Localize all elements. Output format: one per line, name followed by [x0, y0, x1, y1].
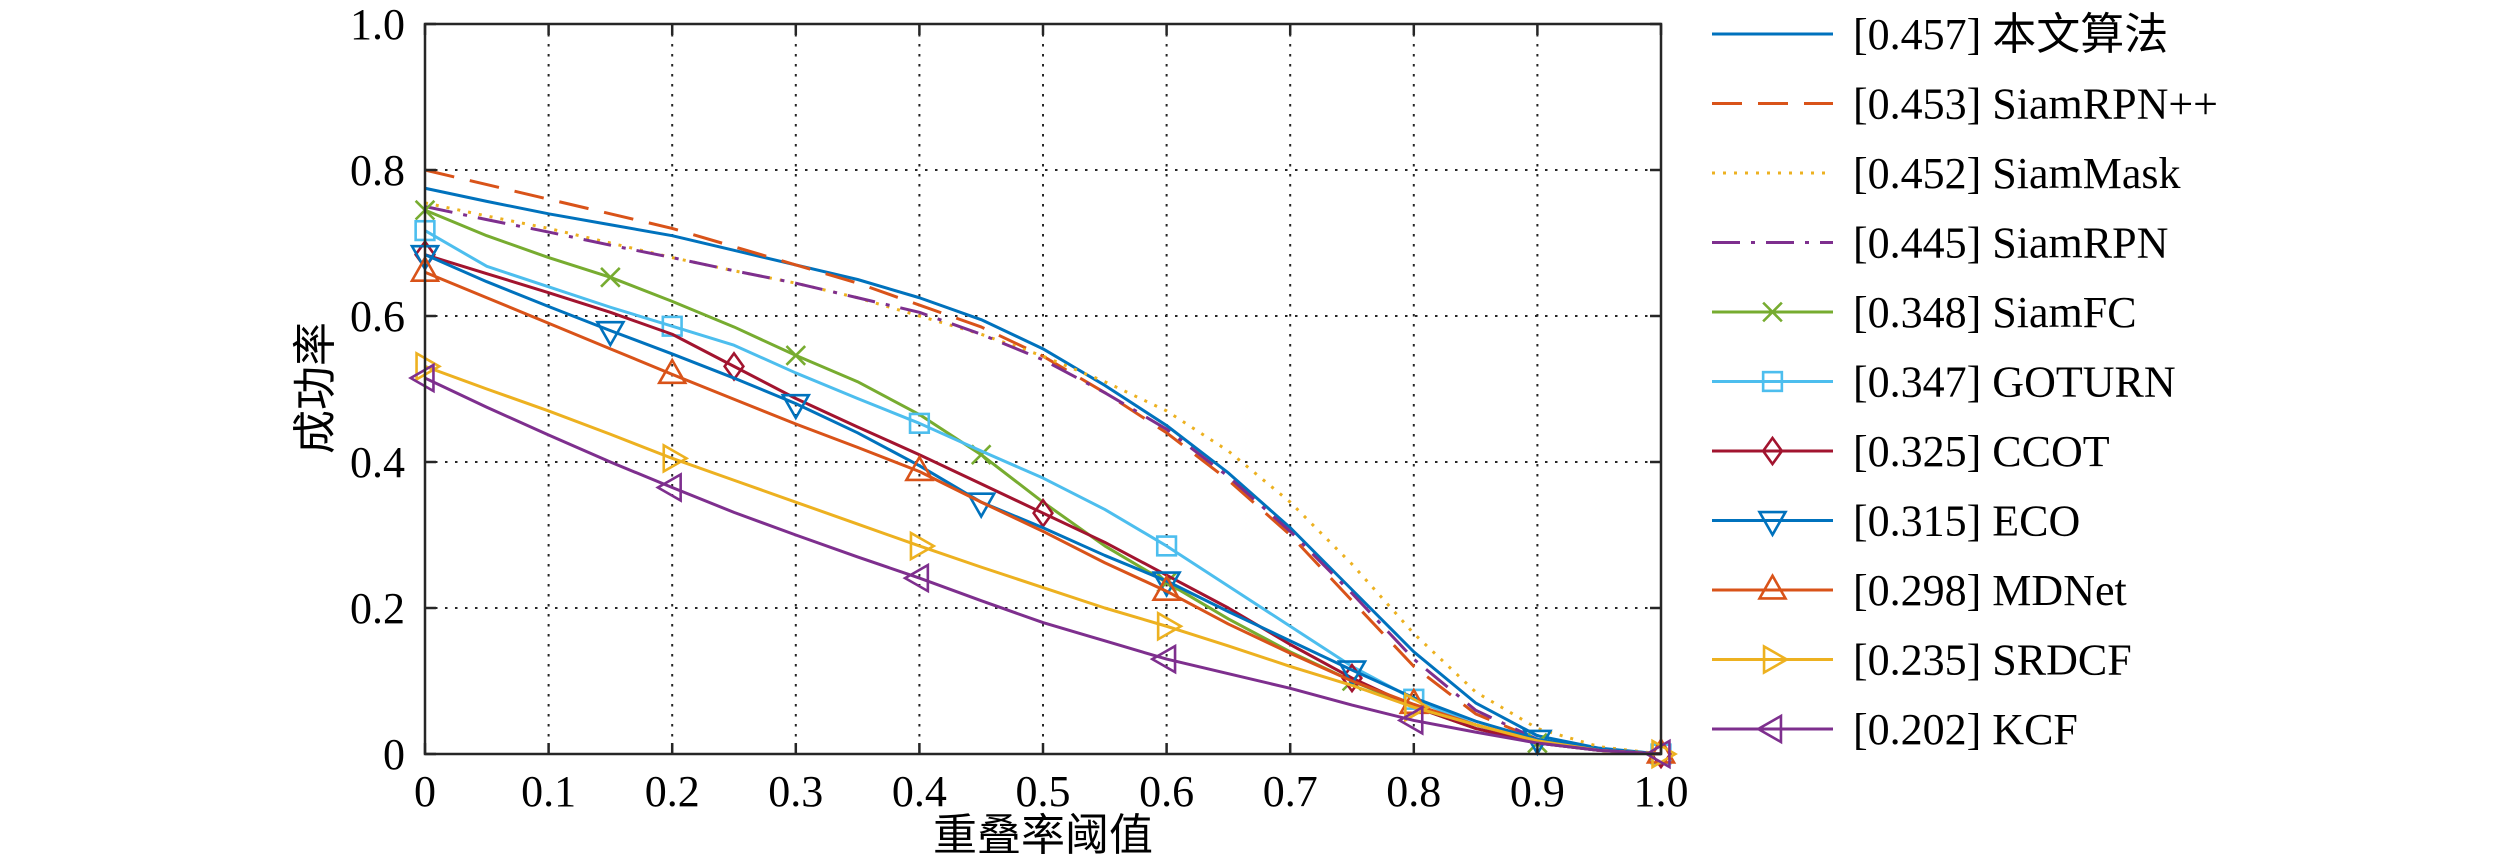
series-marker	[1151, 571, 1182, 598]
series-6	[414, 219, 1672, 765]
y-tick-label: 0	[383, 730, 405, 779]
tick-marks	[423, 22, 1663, 756]
legend-label: [0.347] GOTURN	[1853, 358, 2176, 407]
series-11	[408, 362, 1671, 770]
x-tick-label: 0.2	[645, 767, 700, 816]
series-marker	[415, 351, 442, 382]
y-axis-label: 成功率	[291, 322, 340, 454]
y-tick-label: 0.6	[350, 292, 405, 341]
legend-entry: [0.348] SiamFC	[1712, 288, 2137, 337]
series-marker	[655, 472, 682, 503]
legend-marker	[1757, 573, 1788, 600]
series-8	[409, 244, 1662, 757]
y-tick-label: 1.0	[350, 0, 405, 49]
series-line-7	[424, 253, 1662, 756]
x-tick-label: 0.1	[521, 767, 576, 816]
series-line-4	[424, 205, 1662, 756]
series-marker	[904, 454, 935, 482]
series-line-8	[424, 253, 1662, 756]
y-tick-label: 0.2	[350, 584, 405, 633]
x-tick-label: 0.3	[768, 767, 823, 816]
series-marker	[1151, 574, 1182, 601]
legend-marker	[1762, 644, 1790, 675]
series-marker	[656, 357, 688, 385]
series-line-1	[424, 186, 1662, 756]
series-marker	[1404, 692, 1431, 723]
series-3	[424, 201, 1662, 756]
legend-label: [0.325] CCOT	[1853, 427, 2110, 476]
series-marker	[595, 320, 626, 348]
grid	[425, 24, 1661, 754]
legend-label: [0.445] SiamRPN	[1853, 219, 2168, 268]
x-tick-label: 0.6	[1139, 767, 1194, 816]
series-line-6	[424, 229, 1662, 756]
legend-entry: [0.298] MDNet	[1712, 566, 2127, 615]
x-tick-label: 0	[414, 767, 436, 816]
legend-label: [0.348] SiamFC	[1853, 288, 2137, 337]
series-marker	[785, 345, 807, 366]
legend-entry: [0.325] CCOT	[1712, 427, 2110, 476]
series-line-10	[424, 364, 1662, 756]
legend-marker	[1762, 301, 1783, 323]
y-tick-label: 0.8	[350, 146, 405, 195]
x-tick-label: 0.8	[1386, 767, 1441, 816]
legend-label: [0.235] SRDCF	[1853, 636, 2132, 685]
series-line-11	[424, 376, 1662, 756]
legend-entry: [0.315] ECO	[1712, 497, 2080, 546]
series-line-3	[424, 201, 1662, 756]
legend-label: [0.453] SiamRPN++	[1853, 80, 2218, 129]
series-marker	[600, 267, 621, 288]
legend-entry: [0.235] SRDCF	[1712, 636, 2132, 685]
legend-marker	[1757, 510, 1788, 538]
series-marker	[1156, 611, 1184, 642]
y-tick-label: 0.4	[350, 438, 405, 487]
series-marker	[1149, 643, 1177, 675]
x-tick-label: 0.5	[1016, 767, 1071, 816]
series-10	[415, 351, 1678, 770]
legend-label: [0.315] ECO	[1853, 497, 2080, 546]
x-tick-label: 0.9	[1510, 767, 1565, 816]
series-layer	[408, 168, 1678, 770]
legend-entry: [0.452] SiamMask	[1712, 149, 2181, 198]
legend-label: [0.457] 本文算法	[1853, 10, 2168, 59]
series-line-2	[424, 168, 1662, 756]
series-marker	[408, 362, 435, 394]
series-marker	[908, 412, 931, 434]
series-marker	[662, 443, 690, 474]
series-marker	[1155, 535, 1178, 557]
legend: [0.457] 本文算法 [0.453] SiamRPN++ [0.452] Sia…	[1712, 10, 2218, 754]
x-axis-label: 重叠率阈值	[933, 811, 1153, 859]
tick-labels: 0 0.1 0.2 0.3 0.4 0.5 0.6 0.7 0.8 0.9 1.0 0 0.2 0.4 0.…	[350, 0, 1689, 816]
legend-entry: [0.445] SiamRPN	[1712, 219, 2168, 268]
series-marker	[902, 562, 930, 594]
series-marker	[1396, 705, 1424, 736]
legend-marker	[1761, 435, 1784, 467]
legend-marker	[1755, 713, 1783, 745]
series-marker	[1336, 660, 1368, 687]
x-tick-label: 1.0	[1634, 767, 1689, 816]
series-1	[424, 186, 1662, 756]
legend-label: [0.452] SiamMask	[1853, 149, 2181, 198]
series-2	[424, 168, 1662, 756]
series-4	[424, 205, 1662, 756]
legend-entry: [0.347] GOTURN	[1712, 358, 2176, 407]
x-tick-label: 0.7	[1263, 767, 1318, 816]
series-line-5	[424, 208, 1662, 756]
legend-marker	[1761, 370, 1784, 393]
series-marker	[1644, 738, 1671, 770]
legend-entry: [0.202] KCF	[1712, 705, 2078, 754]
series-marker	[780, 393, 812, 421]
series-9	[409, 255, 1677, 764]
legend-entry: [0.453] SiamRPN++	[1712, 80, 2218, 129]
series-marker	[909, 530, 937, 562]
x-tick-label: 0.4	[892, 767, 947, 816]
legend-label: [0.202] KCF	[1853, 705, 2078, 754]
legend-entry: [0.457] 本文算法	[1712, 10, 2168, 59]
legend-label: [0.298] MDNet	[1853, 566, 2127, 615]
